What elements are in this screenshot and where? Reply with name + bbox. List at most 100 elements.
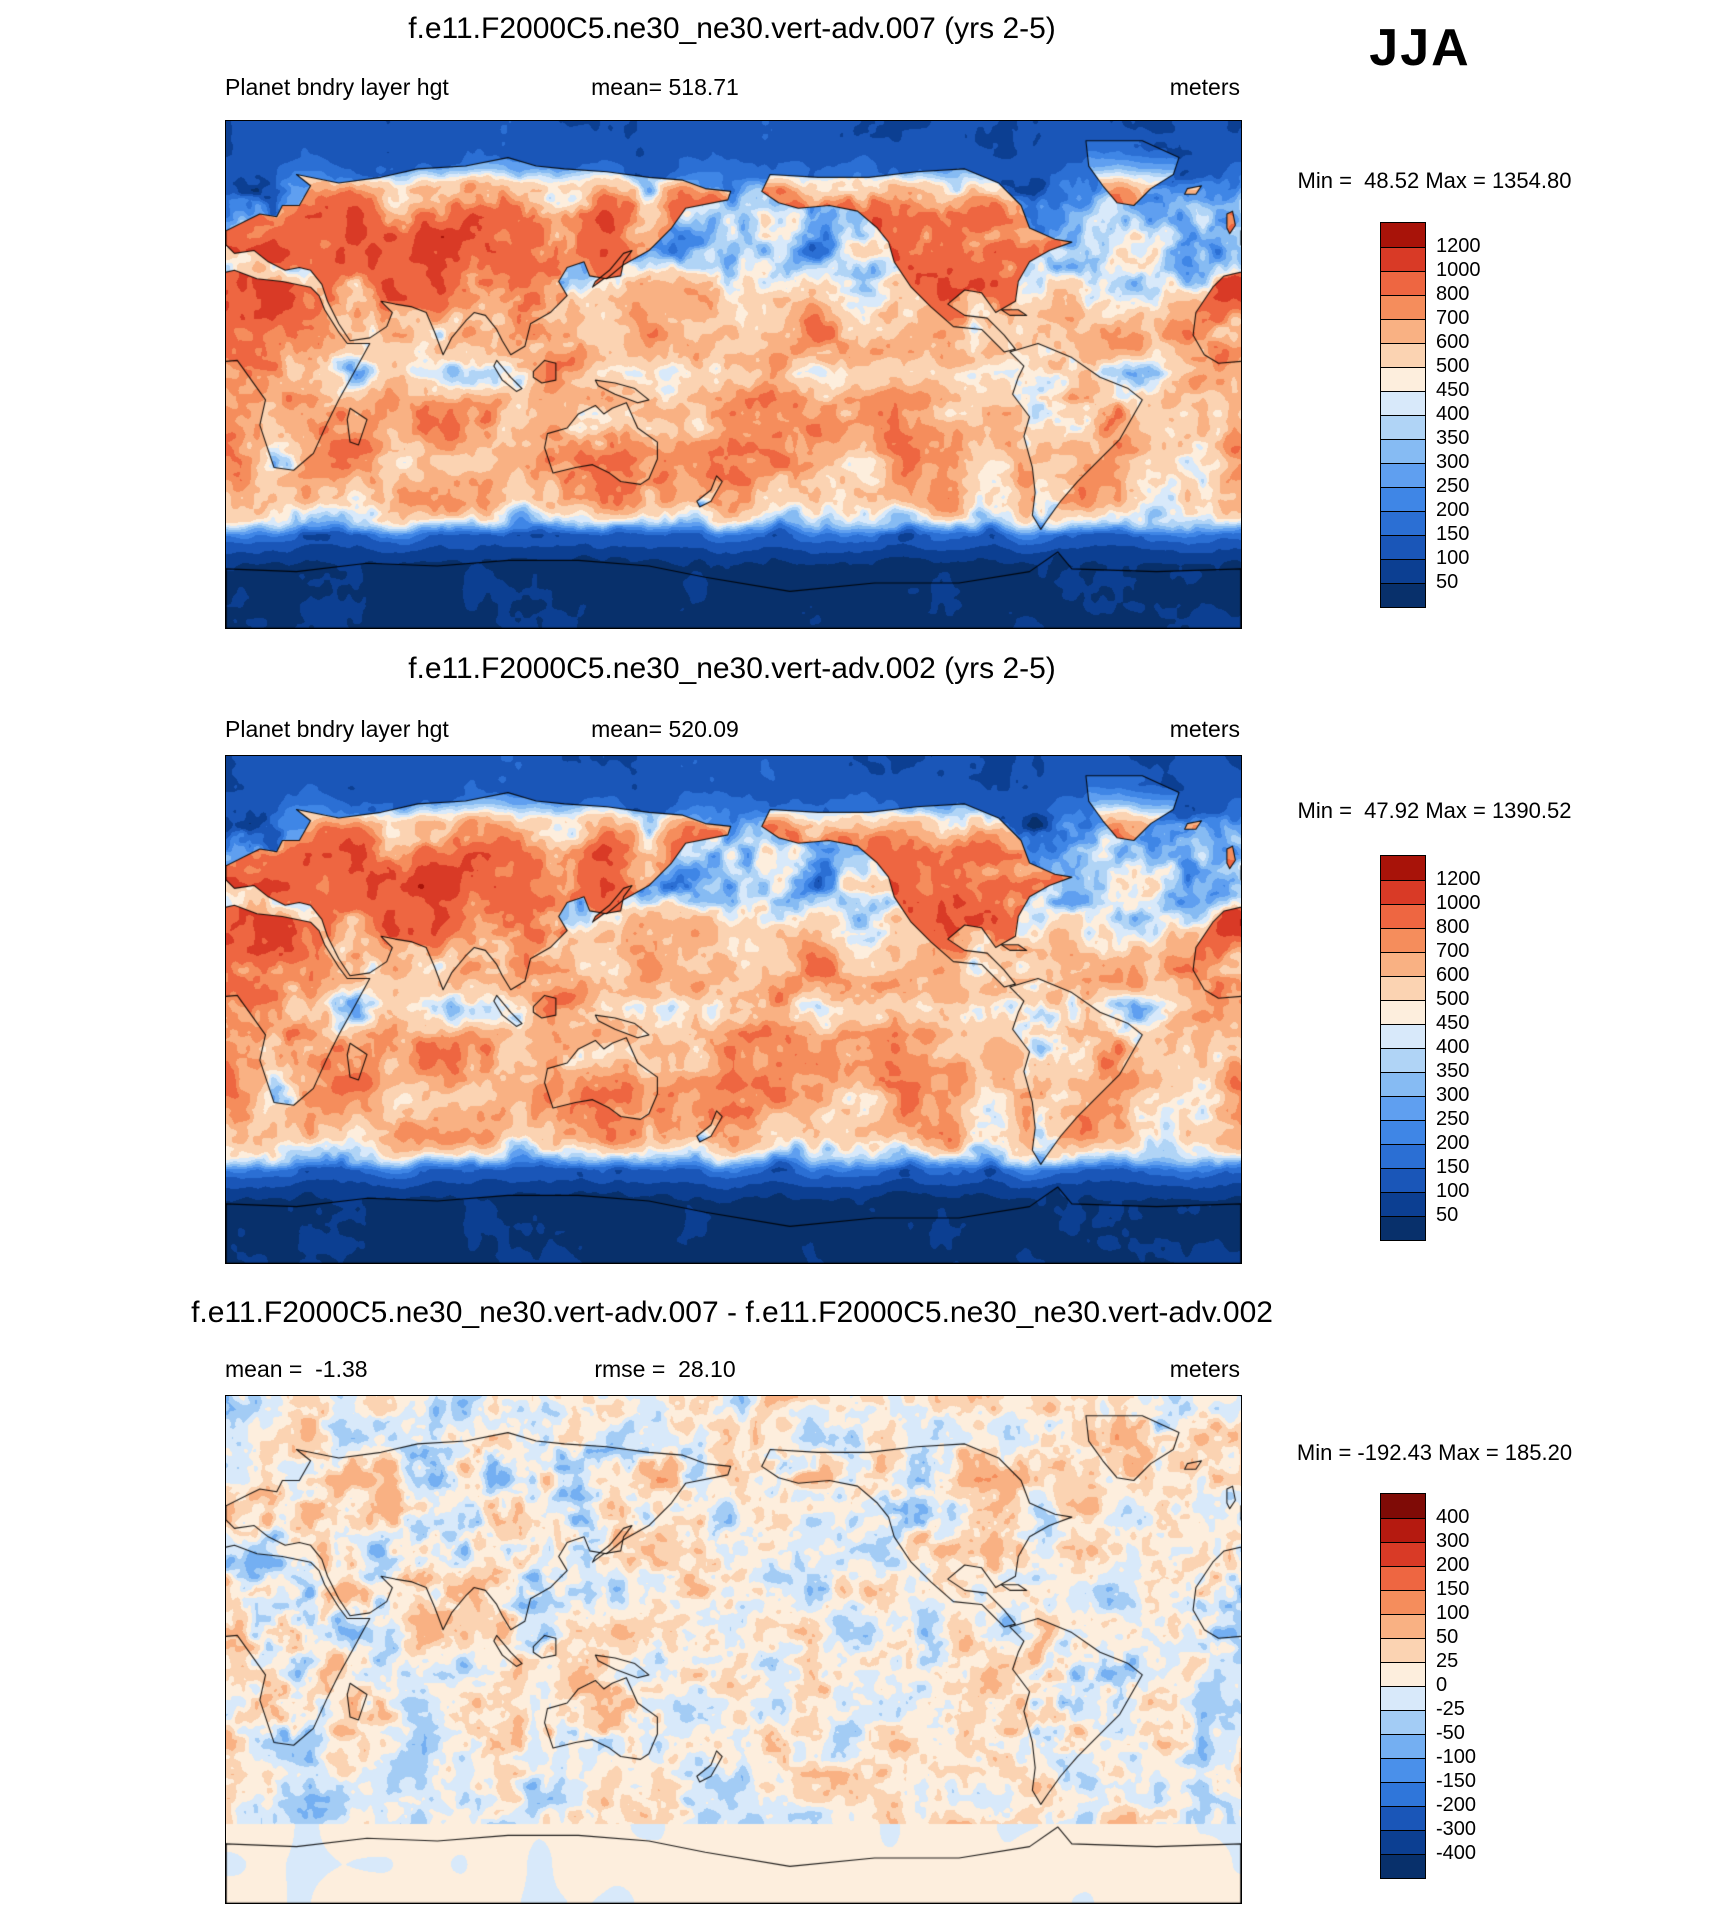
colorbar-tick-label: 700 (1436, 940, 1470, 962)
colorbar-tick-label: 300 (1436, 1084, 1470, 1106)
colorbar-tick-label: 0 (1436, 1674, 1448, 1696)
colorbar-cell (1381, 1806, 1425, 1830)
colorbar-tick-label: -150 (1436, 1770, 1477, 1792)
colorbar-tick-label: 100 (1436, 1602, 1470, 1624)
map-canvas-case1 (225, 120, 1242, 629)
colorbar-cell (1381, 952, 1425, 976)
colorbar-tick-labels: 1200 1000 800 700 600 500 450 400 350 300 250 200 15… (1436, 855, 1516, 1241)
colorbar-cell (1381, 1662, 1425, 1686)
colorbar-tick-label: 150 (1436, 1578, 1470, 1600)
colorbar-cell (1381, 1590, 1425, 1614)
colorbar-cell (1381, 535, 1425, 559)
colorbar-tick-label: 25 (1436, 1650, 1459, 1672)
colorbar-tick-label: 50 (1436, 1626, 1459, 1648)
colorbar-tick-label: 450 (1436, 1012, 1470, 1034)
colorbar-tick-label: 1000 (1436, 892, 1481, 914)
colorbar-tick-label: 350 (1436, 1060, 1470, 1082)
panel3-minmax-label: Min = -192.43 Max = 185.20 (1296, 1440, 1573, 1465)
colorbar-case2: 1200 1000 800 700 600 500 450 400 350 300 250 200 15… (1380, 855, 1516, 1241)
colorbar-cell (1381, 1192, 1425, 1216)
colorbar-tick-label: 200 (1436, 1554, 1470, 1576)
colorbar-tick-labels: 1200 1000 800 700 600 500 450 400 350 300 250 200 15… (1436, 222, 1516, 608)
colorbar-cell (1381, 1542, 1425, 1566)
colorbar-tick-label: 400 (1436, 1036, 1470, 1058)
colorbar-cell (1381, 1638, 1425, 1662)
colorbar-tick-labels: 400 300 200 150 100 50 25 0 -25 -50 -100 -150 -200 -3… (1436, 1493, 1516, 1879)
colorbar-tick-label: 100 (1436, 547, 1470, 569)
colorbar-tick-label: 50 (1436, 571, 1459, 593)
colorbar-cell (1381, 439, 1425, 463)
panel3-units-label: meters (1169, 1356, 1240, 1382)
panel2-title: f.e11.F2000C5.ne30_ne30.vert-adv.002 (yr… (408, 652, 1056, 685)
colorbar-tick-label: 700 (1436, 307, 1470, 329)
colorbar-cell (1381, 1518, 1425, 1542)
colorbar-tick-label: 200 (1436, 1132, 1470, 1154)
colorbar-cell (1381, 1000, 1425, 1024)
panel1-title: f.e11.F2000C5.ne30_ne30.vert-adv.007 (yr… (408, 12, 1056, 45)
colorbar-tick-label: 400 (1436, 1506, 1470, 1528)
colorbar-bar (1380, 1493, 1426, 1879)
colorbar-tick-label: -100 (1436, 1746, 1477, 1768)
panel2-field-label: Planet bndry layer hgt (225, 716, 449, 742)
season-label: JJA (1369, 19, 1471, 77)
colorbar-tick-label: -25 (1436, 1698, 1465, 1720)
colorbar-cell (1381, 559, 1425, 583)
colorbar-cell (1381, 1782, 1425, 1806)
colorbar-cell (1381, 1494, 1425, 1518)
colorbar-tick-label: 50 (1436, 1204, 1459, 1226)
colorbar-tick-label: 300 (1436, 1530, 1470, 1552)
colorbar-cell (1381, 1216, 1425, 1240)
colorbar-cell (1381, 928, 1425, 952)
colorbar-tick-label: 300 (1436, 451, 1470, 473)
colorbar-cell (1381, 1048, 1425, 1072)
colorbar-cell (1381, 295, 1425, 319)
colorbar-tick-label: 1000 (1436, 259, 1481, 281)
colorbar-cell (1381, 1854, 1425, 1878)
colorbar-cell (1381, 856, 1425, 880)
colorbar-case1: 1200 1000 800 700 600 500 450 400 350 300 250 200 15… (1380, 222, 1516, 608)
colorbar-cell (1381, 463, 1425, 487)
colorbar-cell (1381, 223, 1425, 247)
colorbar-cell (1381, 1096, 1425, 1120)
colorbar-cell (1381, 1734, 1425, 1758)
colorbar-tick-label: 150 (1436, 1156, 1470, 1178)
colorbar-tick-label: 1200 (1436, 235, 1481, 257)
colorbar-cell (1381, 1710, 1425, 1734)
colorbar-cell (1381, 880, 1425, 904)
colorbar-tick-label: -50 (1436, 1722, 1465, 1744)
colorbar-bar (1380, 855, 1426, 1241)
colorbar-tick-label: -400 (1436, 1842, 1477, 1864)
colorbar-cell (1381, 1566, 1425, 1590)
map-canvas-case2 (225, 755, 1242, 1264)
colorbar-tick-label: 500 (1436, 355, 1470, 377)
colorbar-tick-label: 350 (1436, 427, 1470, 449)
colorbar-bar (1380, 222, 1426, 608)
colorbar-cell (1381, 487, 1425, 511)
colorbar-tick-label: 150 (1436, 523, 1470, 545)
panel1-mean-label: mean= 518.71 (591, 74, 739, 100)
panel3-mean-label: mean = -1.38 (225, 1356, 368, 1382)
colorbar-tick-label: 450 (1436, 379, 1470, 401)
colorbar-tick-label: 250 (1436, 1108, 1470, 1130)
colorbar-cell (1381, 415, 1425, 439)
colorbar-cell (1381, 1072, 1425, 1096)
colorbar-cell (1381, 247, 1425, 271)
colorbar-tick-label: 800 (1436, 283, 1470, 305)
map-canvas-diff (225, 1395, 1242, 1904)
colorbar-tick-label: 200 (1436, 499, 1470, 521)
colorbar-cell (1381, 1024, 1425, 1048)
colorbar-cell (1381, 1614, 1425, 1638)
colorbar-cell (1381, 1830, 1425, 1854)
panel1-minmax-label: Min = 48.52 Max = 1354.80 (1297, 168, 1572, 193)
colorbar-cell (1381, 271, 1425, 295)
colorbar-cell (1381, 1686, 1425, 1710)
colorbar-tick-label: 400 (1436, 403, 1470, 425)
colorbar-tick-label: 600 (1436, 331, 1470, 353)
colorbar-tick-label: -200 (1436, 1794, 1477, 1816)
panel2-units-label: meters (1169, 716, 1240, 742)
panel3-rmse-label: rmse = 28.10 (594, 1356, 736, 1382)
colorbar-tick-label: 100 (1436, 1180, 1470, 1202)
colorbar-cell (1381, 1120, 1425, 1144)
colorbar-cell (1381, 904, 1425, 928)
